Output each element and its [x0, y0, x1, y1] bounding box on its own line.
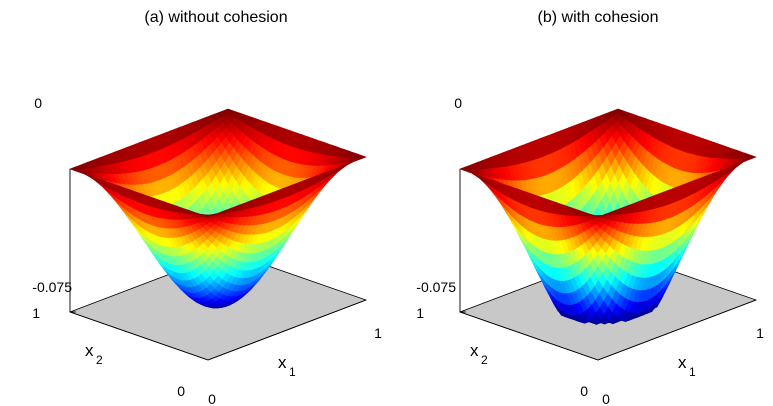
x-axis-label: x 1 — [278, 353, 296, 379]
y-tick-max: 1 — [32, 305, 40, 321]
surface-facet — [594, 215, 603, 218]
x-tick-min: 0 — [208, 391, 216, 406]
svg-text:1: 1 — [289, 365, 296, 379]
axes — [459, 168, 757, 361]
svg-text:1: 1 — [689, 365, 696, 379]
x-tick-min: 0 — [602, 391, 610, 406]
x-tick-max: 1 — [374, 325, 382, 341]
x-tick-max: 1 — [756, 325, 764, 341]
z-tick-top: 0 — [454, 95, 462, 111]
x-axis-label: x 1 — [678, 353, 696, 379]
z-tick-bottom: -0.075 — [416, 279, 456, 295]
panel-without-cohesion: (a) without cohesion 0 -0.075 1 0 0 1 x … — [32, 9, 382, 406]
panel-with-cohesion: (b) with cohesion 0 -0.075 1 0 0 1 x 2 x… — [416, 9, 764, 406]
surface-facet — [204, 214, 213, 218]
y-axis-line — [459, 311, 599, 361]
y-axis-label: x 2 — [85, 341, 103, 367]
svg-text:x: x — [678, 353, 687, 372]
svg-text:x: x — [278, 353, 287, 372]
surface-mesh — [459, 108, 757, 325]
panel-title: (a) without cohesion — [144, 9, 287, 26]
y-axis-label: x 2 — [470, 341, 488, 367]
y-tick-max: 1 — [416, 305, 424, 321]
svg-text:2: 2 — [481, 353, 488, 367]
surface-mesh — [69, 108, 367, 309]
y-tick-min: 0 — [177, 383, 185, 399]
svg-text:x: x — [470, 341, 479, 360]
x-axis-line — [207, 299, 367, 361]
z-tick-top: 0 — [34, 95, 42, 111]
z-tick-bottom: -0.075 — [32, 279, 72, 295]
y-axis-line — [69, 311, 209, 361]
panel-title: (b) with cohesion — [538, 9, 659, 26]
x-axis-line — [597, 299, 757, 361]
svg-text:2: 2 — [96, 353, 103, 367]
svg-text:x: x — [85, 341, 94, 360]
y-tick-min: 0 — [580, 383, 588, 399]
